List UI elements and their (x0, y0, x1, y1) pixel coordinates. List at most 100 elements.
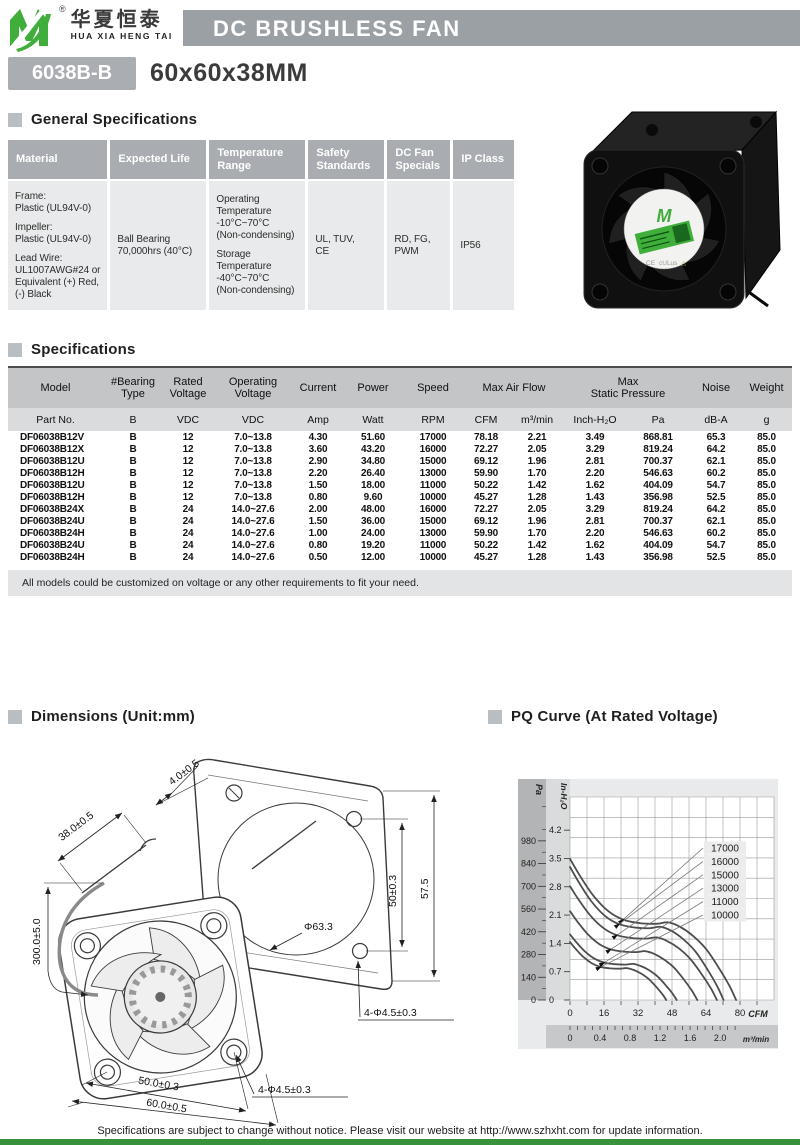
spec-unit-header: Watt (343, 408, 403, 431)
table-row: DF06038B12V B 12 7.0~13.8 4.30 51.60 17000 78.1… (8, 431, 792, 443)
spec-unit-header: g (741, 408, 792, 431)
spec-col-header: Speed (403, 367, 463, 408)
spec-col-header: Weight (741, 367, 792, 408)
spec-cell: 52.5 (706, 551, 726, 563)
spec-cell: DF06038B24U (20, 539, 85, 551)
legend-label: 11000 (711, 897, 739, 908)
dim-depth: 38.0±0.5 (56, 809, 96, 843)
spec-col-header: Noise (691, 367, 741, 408)
svg-text:48: 48 (667, 1008, 678, 1019)
spec-cell: 700.37 (643, 455, 673, 467)
genspec-header: DC Fan Specials (387, 140, 451, 179)
spec-cell: B (129, 467, 137, 479)
section-title: General Specifications (31, 111, 198, 128)
footer-green-bar (0, 1139, 800, 1145)
genspec-cell: Frame: Plastic (UL94V-0) Impeller: Plastic … (8, 181, 108, 310)
pa-axis-column (518, 779, 546, 1000)
spec-cell: 2.20 (308, 467, 328, 479)
spec-cell: 1.96 (527, 515, 547, 527)
spec-cell: 12 (182, 455, 194, 467)
section-title: Dimensions (Unit:mm) (31, 708, 196, 725)
spec-table-note: All models could be customized on voltag… (8, 570, 792, 596)
spec-cell: 17000 (419, 431, 447, 443)
spec-col-header: Current (293, 367, 343, 408)
spec-cell: 9.60 (363, 491, 383, 503)
svg-text:2.1: 2.1 (549, 910, 562, 920)
spec-cell: B (129, 539, 137, 551)
spec-cell: B (129, 551, 137, 563)
spec-cell: 59.90 (473, 467, 499, 479)
spec-cell: 50.22 (473, 479, 499, 491)
spec-cell: 19.20 (360, 539, 386, 551)
genspec-header: Material (8, 140, 108, 179)
spec-cell: 12 (182, 491, 194, 503)
spec-cell: 15000 (419, 455, 447, 467)
page-title-banner: DC BRUSHLESS FAN (183, 10, 800, 46)
spec-col-header: Model (8, 367, 103, 408)
svg-text:0.8: 0.8 (624, 1033, 637, 1043)
spec-cell: 16000 (419, 503, 447, 515)
svg-text:0: 0 (567, 1033, 572, 1043)
footer-note: Specifications are subject to change wit… (97, 1125, 703, 1137)
spec-cell: 85.0 (757, 539, 776, 551)
spec-cell: 24 (182, 539, 194, 551)
legend-label: 17000 (711, 844, 739, 855)
spec-cell: 12 (182, 443, 194, 455)
spec-cell: 13000 (419, 467, 447, 479)
spec-cell: 12.00 (360, 551, 386, 563)
dim-holes-frame: 4-Φ4.5±0.3 (258, 1084, 311, 1096)
spec-cell: 0.50 (308, 551, 328, 563)
spec-cell: 24 (182, 527, 194, 539)
brand-logo: ® 华夏恒泰 HUA XIA HENG TAI (8, 4, 173, 52)
spec-cell: 356.98 (643, 551, 673, 563)
spec-cell: 54.7 (706, 539, 726, 551)
genspec-header: Safety Standards (308, 140, 385, 179)
table-row: DF06038B24X B 24 14.0~27.6 2.00 48.00 16000 72.… (8, 503, 792, 515)
svg-text:1.4: 1.4 (549, 938, 562, 948)
axis-ticks (538, 806, 758, 1030)
spec-cell: 10000 (419, 551, 447, 563)
spec-cell: 0.80 (308, 491, 328, 503)
table-row: DF06038B24H B 24 14.0~27.6 1.00 24.00 13000 59.… (8, 527, 792, 539)
spec-cell: DF06038B12U (20, 455, 85, 467)
spec-cell: 72.27 (473, 443, 499, 455)
svg-text:0.4: 0.4 (594, 1033, 607, 1043)
spec-cell: 14.0~27.6 (231, 527, 275, 539)
registered-mark: ® (59, 4, 66, 14)
pq-chart-svg: 0 140 280 420 560 700 840 980 0 0.7 1.4 2.1 2.8 3.5 4.… (518, 779, 778, 1049)
spec-cell: 2.20 (585, 527, 605, 539)
spec-cell: 85.0 (757, 443, 776, 455)
spec-cell: 3.49 (585, 431, 605, 443)
spec-cell: DF06038B12X (20, 443, 84, 455)
dimensions-drawing: 38.0±0.5 4.0±0.5 300.0±5.0 Φ63.3 50±0.3 … (31, 757, 454, 1127)
svg-text:2.8: 2.8 (549, 882, 562, 892)
spec-cell: DF06038B24H (20, 527, 85, 539)
spec-cell: B (129, 431, 137, 443)
spec-cell: 2.05 (527, 503, 547, 515)
pq-curve-13000 (569, 910, 699, 1001)
spec-unit-header: B (103, 408, 163, 431)
spec-cell: 546.63 (643, 467, 673, 479)
genspec-column: Safety Standards UL, TUV, CE (308, 140, 385, 310)
spec-cell: 12 (182, 479, 194, 491)
m3min-axis-label: m³/min (743, 1035, 769, 1044)
genspec-cell: Ball Bearing 70,000hrs (40°C) (110, 181, 207, 310)
table-row: DF06038B12U B 12 7.0~13.8 1.50 18.00 11000 50.2… (8, 479, 792, 491)
dim-lead-wire: 300.0±5.0 (31, 918, 43, 965)
spec-cell: 7.0~13.8 (234, 443, 272, 455)
spec-cell: 60.2 (706, 467, 726, 479)
spec-col-header: Operating Voltage (213, 367, 293, 408)
pq-curve-10000 (569, 941, 668, 1001)
spec-cell: 11000 (419, 539, 447, 551)
spec-cell: 1.96 (527, 455, 547, 467)
spec-cell: 59.90 (473, 527, 499, 539)
spec-cell: 12 (182, 467, 194, 479)
spec-cell: 3.29 (585, 443, 605, 455)
svg-text:560: 560 (521, 904, 536, 914)
section-bullet-icon (8, 112, 22, 127)
spec-cell: 15000 (419, 515, 447, 527)
warning-mark: △ (681, 260, 687, 267)
spec-col-header: Power (343, 367, 403, 408)
spec-cell: 51.60 (360, 431, 386, 443)
spec-cell: 64.2 (706, 443, 726, 455)
